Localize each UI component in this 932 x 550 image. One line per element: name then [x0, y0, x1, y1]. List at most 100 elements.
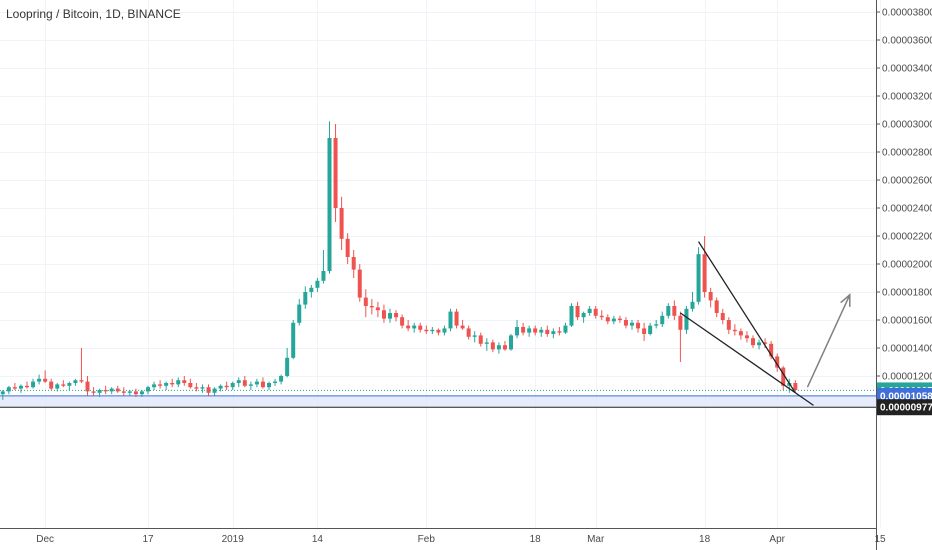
candle-down: [394, 310, 399, 322]
candle-body: [303, 292, 308, 305]
candle-up: [254, 378, 259, 388]
candle-body: [490, 342, 495, 350]
candle-body: [714, 300, 719, 313]
candle-body: [708, 292, 713, 301]
candle-body: [623, 320, 628, 326]
candle-up: [581, 311, 586, 323]
candle-up: [630, 320, 634, 330]
support-lower-badge-box: [877, 399, 932, 416]
candle-up: [327, 121, 332, 274]
time-tick-label: Mar: [587, 534, 605, 545]
candle-body: [279, 376, 284, 382]
candle-down: [732, 324, 737, 336]
candle-up: [696, 247, 701, 305]
projection-arrow-shaft: [806, 294, 851, 388]
candle-body: [152, 384, 157, 388]
candle-down: [623, 317, 628, 329]
candle-body: [660, 315, 665, 325]
candle-body: [91, 391, 96, 393]
candle-up: [563, 322, 568, 334]
candle-body: [369, 306, 374, 308]
candle-down: [636, 320, 641, 333]
candle-body: [793, 383, 798, 390]
candle-body: [424, 329, 429, 332]
candle-body: [339, 208, 344, 239]
candle-up: [648, 322, 653, 336]
candle-body: [575, 306, 580, 318]
candle-up: [152, 381, 157, 390]
candle-body: [170, 383, 175, 385]
candle-up: [176, 377, 181, 388]
candle-body: [732, 329, 737, 332]
candle-up: [666, 303, 671, 319]
candle-body: [563, 325, 568, 333]
candle-up: [230, 381, 235, 390]
price-tick-label: 0.00003600: [882, 36, 932, 47]
candle-body: [236, 380, 241, 383]
price-tick-label: 0.00001400: [882, 344, 932, 355]
candle-body: [139, 391, 144, 395]
candle-body: [454, 311, 459, 326]
candle-up: [303, 286, 308, 309]
candle-up: [139, 390, 144, 397]
candle-series: [0, 121, 876, 400]
candle-up: [248, 381, 253, 390]
wedge-lower-trendline: [680, 312, 814, 406]
candle-body: [25, 385, 29, 388]
candle-body: [79, 380, 84, 382]
candle-down: [400, 314, 405, 329]
candle-body: [430, 329, 435, 332]
price-tick-label: 0.00002400: [882, 204, 932, 215]
price-tick-label: 0.00003000: [882, 120, 932, 131]
candle-body: [0, 391, 5, 395]
candle-down: [738, 328, 743, 340]
candle-up: [279, 374, 284, 385]
candle-up: [146, 385, 150, 395]
candle-body: [146, 387, 150, 392]
candle-down: [375, 301, 380, 318]
candle-up: [654, 320, 659, 329]
candle-up: [388, 308, 392, 323]
candle-down: [793, 380, 798, 392]
candle-body: [315, 280, 320, 288]
time-axis[interactable]: Dec17201914Feb18Mar18Apr15May: [36, 534, 932, 545]
candle-body: [73, 380, 78, 383]
candle-body: [466, 328, 471, 337]
candle-down: [121, 387, 126, 396]
support-upper-badge-label: 0.00001058: [880, 391, 932, 402]
candle-up: [127, 390, 132, 396]
candle-body: [388, 313, 392, 319]
candle-body: [230, 383, 235, 388]
candle-body: [375, 307, 380, 311]
price-tick-label: 0.00002200: [882, 232, 932, 243]
price-axis[interactable]: 0.00001200 0.00001400 0.00001600 0.00001800…: [876, 8, 932, 383]
candle-up: [587, 306, 592, 316]
price-tick-label: 0.00002800: [882, 148, 932, 159]
candle-up: [297, 299, 302, 326]
candle-up: [551, 328, 556, 339]
candle-up: [690, 292, 695, 312]
candle-body: [678, 315, 683, 330]
candle-body: [49, 381, 54, 389]
candle-up: [321, 250, 326, 284]
candle-up: [309, 285, 314, 298]
candle-body: [509, 335, 513, 350]
candle-body: [557, 331, 562, 333]
candle-body: [672, 306, 677, 316]
candle-down: [170, 378, 175, 388]
candle-down: [490, 339, 495, 353]
candle-body: [775, 356, 780, 368]
candle-up: [18, 384, 23, 393]
grid-lines: [0, 0, 881, 528]
candle-up: [73, 378, 78, 386]
candle-body: [61, 384, 66, 386]
candle-body: [617, 318, 622, 320]
candle-body: [31, 381, 36, 388]
candle-down: [260, 377, 265, 389]
candle-up: [757, 339, 762, 350]
candle-up: [291, 320, 296, 360]
candle-body: [696, 254, 701, 302]
candle-body: [6, 387, 11, 392]
candle-body: [267, 383, 271, 388]
candle-down: [369, 299, 374, 315]
